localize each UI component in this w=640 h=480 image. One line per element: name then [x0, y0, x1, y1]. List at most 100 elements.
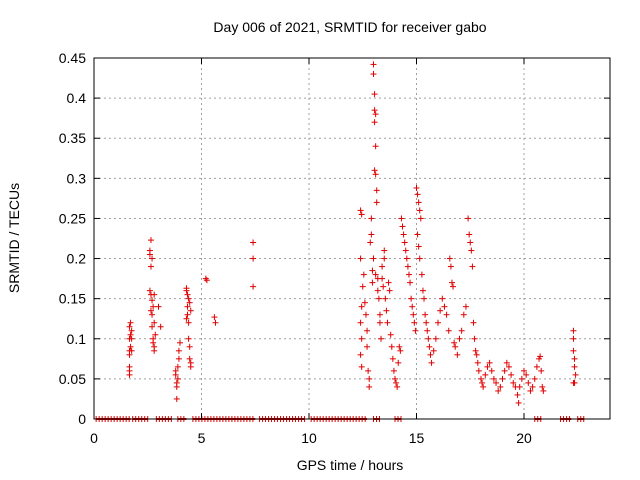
data-point [186, 355, 193, 362]
data-point [484, 363, 491, 370]
data-point [126, 323, 133, 330]
chart-title: Day 006 of 2021, SRMTID for receiver gab… [213, 19, 486, 35]
data-point [397, 347, 404, 354]
data-point [488, 367, 495, 374]
data-point [469, 263, 476, 270]
data-point [185, 319, 192, 326]
data-point [146, 247, 153, 254]
data-point [452, 343, 459, 350]
data-point [408, 295, 415, 302]
data-point [423, 319, 430, 326]
data-point [362, 311, 369, 318]
data-point [175, 355, 182, 362]
data-point [414, 231, 421, 238]
data-point [364, 327, 371, 334]
data-point [523, 371, 530, 378]
data-point [361, 299, 368, 306]
data-point [185, 335, 192, 342]
data-point [407, 279, 414, 286]
data-point [369, 279, 376, 286]
y-tick-label: 0.1 [67, 331, 87, 347]
data-point [518, 375, 525, 382]
data-point [372, 171, 379, 178]
data-point [508, 371, 515, 378]
data-point [468, 247, 475, 254]
data-point [149, 297, 156, 304]
data-point [445, 327, 452, 334]
data-point [203, 277, 210, 284]
data-point [127, 343, 134, 350]
y-tick-label: 0.35 [59, 130, 86, 146]
data-point [478, 375, 484, 382]
data-point [570, 379, 577, 386]
data-point [400, 231, 407, 238]
data-point [177, 339, 183, 346]
data-points [126, 61, 579, 406]
data-point [183, 287, 190, 294]
data-point [474, 359, 481, 366]
data-point [503, 359, 510, 366]
data-point [415, 199, 422, 206]
data-point [437, 307, 444, 314]
data-point [374, 287, 381, 294]
data-point [383, 307, 390, 314]
data-point [389, 355, 396, 362]
data-point [392, 375, 398, 382]
data-point [409, 303, 416, 310]
data-point [151, 347, 158, 354]
data-point [128, 347, 135, 354]
data-point [172, 371, 179, 378]
data-point [394, 383, 401, 390]
data-point [376, 311, 383, 318]
data-point [427, 351, 434, 358]
data-point [387, 331, 394, 338]
data-point [451, 339, 458, 346]
data-point [404, 263, 411, 270]
data-point [422, 311, 429, 318]
plot-frame [93, 57, 611, 420]
data-point [462, 303, 469, 310]
data-point [390, 367, 397, 374]
y-tick-label: 0.25 [59, 210, 86, 226]
data-point [540, 387, 547, 394]
x-axis-ticks: 0 5 10 15 20 [90, 58, 532, 446]
data-point [211, 314, 218, 321]
data-point [571, 363, 578, 370]
data-point [186, 343, 193, 350]
data-point [184, 291, 191, 298]
data-point [495, 387, 502, 394]
data-point [421, 295, 428, 302]
data-point [379, 263, 386, 270]
x-tick-label: 5 [198, 430, 206, 446]
x-axis-label: GPS time / hours [297, 457, 404, 473]
data-point [447, 263, 454, 270]
data-point [572, 371, 579, 378]
data-point [357, 319, 364, 326]
data-point [426, 343, 433, 350]
data-point [393, 379, 400, 386]
data-point [372, 271, 379, 278]
data-point [370, 71, 377, 78]
data-point [472, 347, 479, 354]
data-point [401, 239, 408, 246]
data-point [527, 387, 534, 394]
data-point [358, 211, 365, 218]
data-point [411, 319, 418, 326]
data-point [413, 184, 420, 191]
data-point [152, 331, 159, 338]
data-point [456, 335, 463, 342]
data-point [128, 335, 135, 342]
data-point [127, 331, 134, 338]
data-point [471, 335, 478, 342]
data-point [149, 311, 156, 318]
data-point [126, 363, 133, 370]
data-point [384, 319, 391, 326]
data-point [373, 199, 380, 206]
data-point [371, 167, 378, 174]
data-point [359, 283, 366, 290]
data-point [538, 367, 545, 374]
data-point [372, 111, 379, 118]
data-point [417, 215, 424, 222]
data-point [490, 375, 497, 382]
data-point [367, 239, 374, 246]
